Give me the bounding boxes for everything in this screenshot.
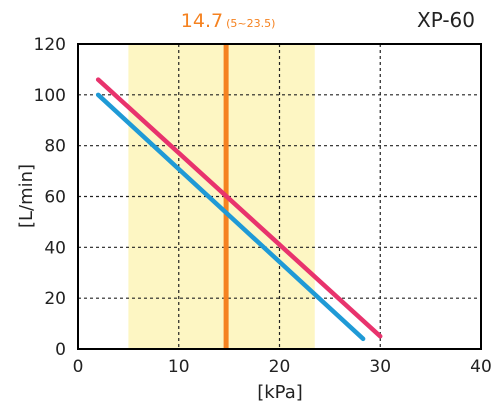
model-label: XP-60 xyxy=(417,8,475,32)
x-tick-label: 0 xyxy=(73,357,84,377)
series-line-2 xyxy=(95,92,366,342)
y-tick-label: 0 xyxy=(55,340,66,360)
series-line-1 xyxy=(95,77,383,339)
y-tick-label: 80 xyxy=(44,137,66,157)
rated-pressure-range: (5~23.5) xyxy=(226,17,275,30)
x-tick-label: 40 xyxy=(470,357,492,377)
rated-pressure-value: 14.7 xyxy=(181,10,223,32)
y-tick-label: 100 xyxy=(34,86,66,106)
rated-pressure-label: 14.7 (5~23.5) xyxy=(181,10,276,32)
y-axis-label: [L/min] xyxy=(16,164,37,228)
y-tick-label: 40 xyxy=(44,238,66,258)
x-tick-label: 20 xyxy=(269,357,291,377)
x-tick-label: 10 xyxy=(168,357,190,377)
plot-area: 0 10 20 30 40 0 20 40 60 80 100 120 xyxy=(34,35,492,377)
plot-frame xyxy=(77,43,482,350)
y-tick-label: 120 xyxy=(34,35,66,55)
y-tick-label: 20 xyxy=(44,289,66,309)
x-tick-label: 30 xyxy=(369,357,391,377)
x-axis-label: [kPa] xyxy=(257,382,303,403)
y-tick-label: 60 xyxy=(44,188,66,208)
